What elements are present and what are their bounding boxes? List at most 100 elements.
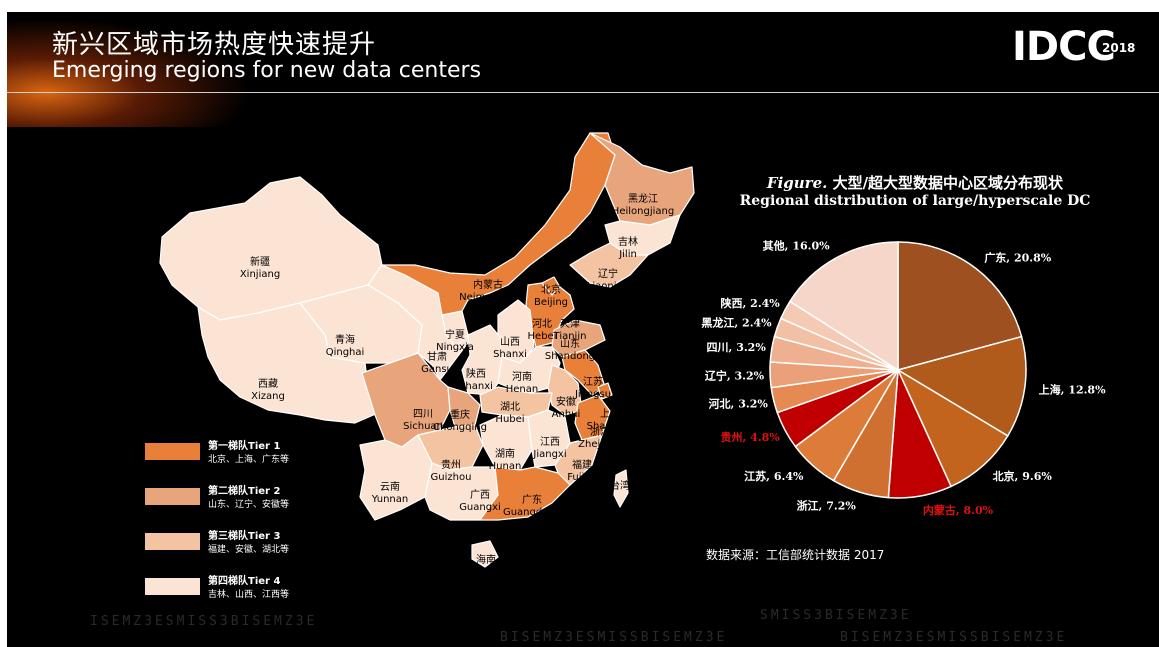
map-region-hainan — [471, 540, 499, 568]
pie-slice-label: 辽宁, 3.2% — [705, 368, 765, 382]
map-label-cn: 北京 — [541, 283, 561, 296]
map-label-en: Ningxia — [436, 342, 474, 353]
page-title: 新兴区域市场热度快速提升 — [52, 30, 377, 60]
legend-swatch — [145, 533, 200, 550]
pie-slice-label: 贵州, 4.8% — [721, 430, 781, 444]
pie-slice-label: 北京, 9.6% — [993, 469, 1053, 483]
legend-tier-name: 第四梯队Tier 4 — [208, 576, 281, 587]
pie-slice-label: 上海, 12.8% — [1039, 383, 1106, 397]
map-label-cn: 上海 — [600, 407, 620, 420]
map-region-neimenggu — [381, 132, 616, 316]
background-pattern: SMISS3BISEMZ3E — [760, 608, 912, 623]
legend-tier-examples: 吉林、山西、江西等 — [208, 590, 290, 600]
left-border — [0, 12, 7, 647]
chart-title-text: 大型/超大型数据中心区域分布现状 — [832, 174, 1064, 192]
legend-swatch — [145, 488, 200, 505]
map-region-xizang — [197, 302, 379, 424]
pie-slice-label: 广东, 20.8% — [984, 250, 1051, 264]
map-label-en: Tianjin — [553, 331, 587, 342]
map-label-en: Zhejiang — [578, 439, 622, 450]
map-label-en: Hebei — [528, 331, 557, 342]
background-pattern: BISEMZ3ESMISSBISEMZ3E — [840, 630, 1068, 645]
map-label-en: Shanxi — [493, 349, 527, 360]
map-label-cn: 重庆 — [450, 408, 470, 421]
top-border — [0, 0, 1159, 12]
pie-slice-label: 浙江, 7.2% — [797, 499, 857, 513]
pie-slice-label: 黑龙江, 2.4% — [701, 316, 772, 330]
map-label-cn: 西藏 — [258, 378, 278, 390]
map-label-cn: 青海 — [335, 333, 355, 346]
map-region-yunnan — [359, 434, 433, 521]
map-region-anhui — [547, 364, 583, 416]
legend-tier-name: 第二梯队Tier 2 — [208, 486, 281, 497]
pie-slice-label: 江苏, 6.4% — [744, 469, 804, 483]
legend-tier-name: 第一梯队Tier 1 — [208, 441, 281, 452]
map-label-en: Guangdong — [503, 507, 561, 518]
map-label-en: Jiangsu — [574, 389, 611, 400]
map-label-en: Shanghai — [587, 421, 634, 432]
map-label-cn: 天津 — [560, 318, 580, 330]
map-label-cn: 辽宁 — [598, 267, 618, 280]
pie-slice-label: 河北, 3.2% — [709, 397, 769, 411]
legend-item-tier2: 第二梯队Tier 2 山东、辽宁、安徽等 — [145, 482, 345, 522]
legend-tier-examples: 福建、安徽、湖北等 — [208, 545, 290, 555]
legend-swatch — [145, 578, 200, 595]
chart-title: Figure. 大型/超大型数据中心区域分布现状 — [730, 172, 1100, 193]
legend-tier-examples: 山东、辽宁、安徽等 — [208, 500, 290, 510]
map-label-en: Shandong — [545, 351, 595, 362]
map-label-en: Neimenggu — [459, 292, 517, 303]
map-label-en: Shanxi — [459, 381, 493, 392]
map-label-en: Beijing — [534, 297, 568, 308]
map-label-en: Gansu — [421, 364, 453, 375]
page-subtitle: Emerging regions for new data centers — [52, 58, 482, 83]
header-divider — [7, 92, 1159, 93]
map-label-cn: 内蒙古 — [473, 278, 503, 291]
map-label-en: Heilongjiang — [612, 206, 674, 217]
map-label-cn: 云南 — [380, 480, 400, 493]
map-region-liaoning — [569, 242, 649, 288]
map-label-cn: 广东 — [522, 493, 542, 506]
map-label-cn: 湖北 — [500, 401, 520, 413]
map-label-cn: 浙江 — [590, 426, 610, 438]
map-label-cn: 山西 — [500, 336, 520, 348]
chart-subtitle: Regional distribution of large/hyperscal… — [739, 193, 1091, 209]
legend-swatch — [145, 443, 200, 460]
logo-year: 2018 — [1102, 41, 1136, 55]
map-label-cn: 黑龙江 — [628, 192, 658, 205]
header-flare-decoration — [7, 12, 267, 127]
map-label-en: Qinghai — [326, 347, 365, 358]
map-label-cn: 福建 — [572, 458, 592, 471]
map-region-heilongjiang — [589, 132, 695, 226]
map-label-en: Liaoning — [587, 281, 629, 292]
map-label-en: Hubei — [495, 414, 524, 425]
map-label-en: Guangxi — [459, 502, 501, 513]
pie-slice — [897, 241, 1023, 371]
map-label-en: Yunnan — [371, 494, 408, 505]
pie-slice-label: 其他, 16.0% — [763, 239, 830, 253]
data-source-note: 数据来源：工信部统计数据 2017 — [706, 548, 885, 562]
pie-slice — [896, 368, 1009, 488]
map-label-en: Guizhou — [431, 472, 472, 483]
map-region-fujian — [554, 434, 603, 486]
idcc-logo: IDCC 2018 — [1012, 24, 1142, 74]
map-region-shandong — [551, 319, 606, 358]
map-region-shanghai — [597, 382, 613, 400]
map-region-sichuan — [361, 352, 451, 448]
map-label-en: Xinjiang — [240, 269, 280, 280]
map-label-cn: 贵州 — [441, 458, 461, 471]
map-label-en: Fujian — [567, 472, 597, 483]
map-label-cn: 山东 — [560, 337, 580, 350]
legend-item-tier4: 第四梯队Tier 4 吉林、山西、江西等 — [145, 572, 345, 612]
map-label-cn: 新疆 — [250, 255, 270, 268]
pie-slice-label: 陕西, 2.4% — [721, 296, 781, 310]
map-label-en: Hunan — [489, 461, 522, 472]
map-label-cn: 陕西 — [466, 367, 486, 380]
map-label-cn: 河南 — [512, 370, 532, 383]
map-label-cn: 宁夏 — [445, 328, 465, 341]
map-label-cn: 湖南 — [495, 447, 515, 460]
map-label-cn: 安徽 — [556, 395, 576, 408]
pie-slice — [896, 335, 1027, 437]
logo-text: IDCC — [1012, 24, 1116, 70]
map-label-en: Anhui — [552, 409, 581, 420]
